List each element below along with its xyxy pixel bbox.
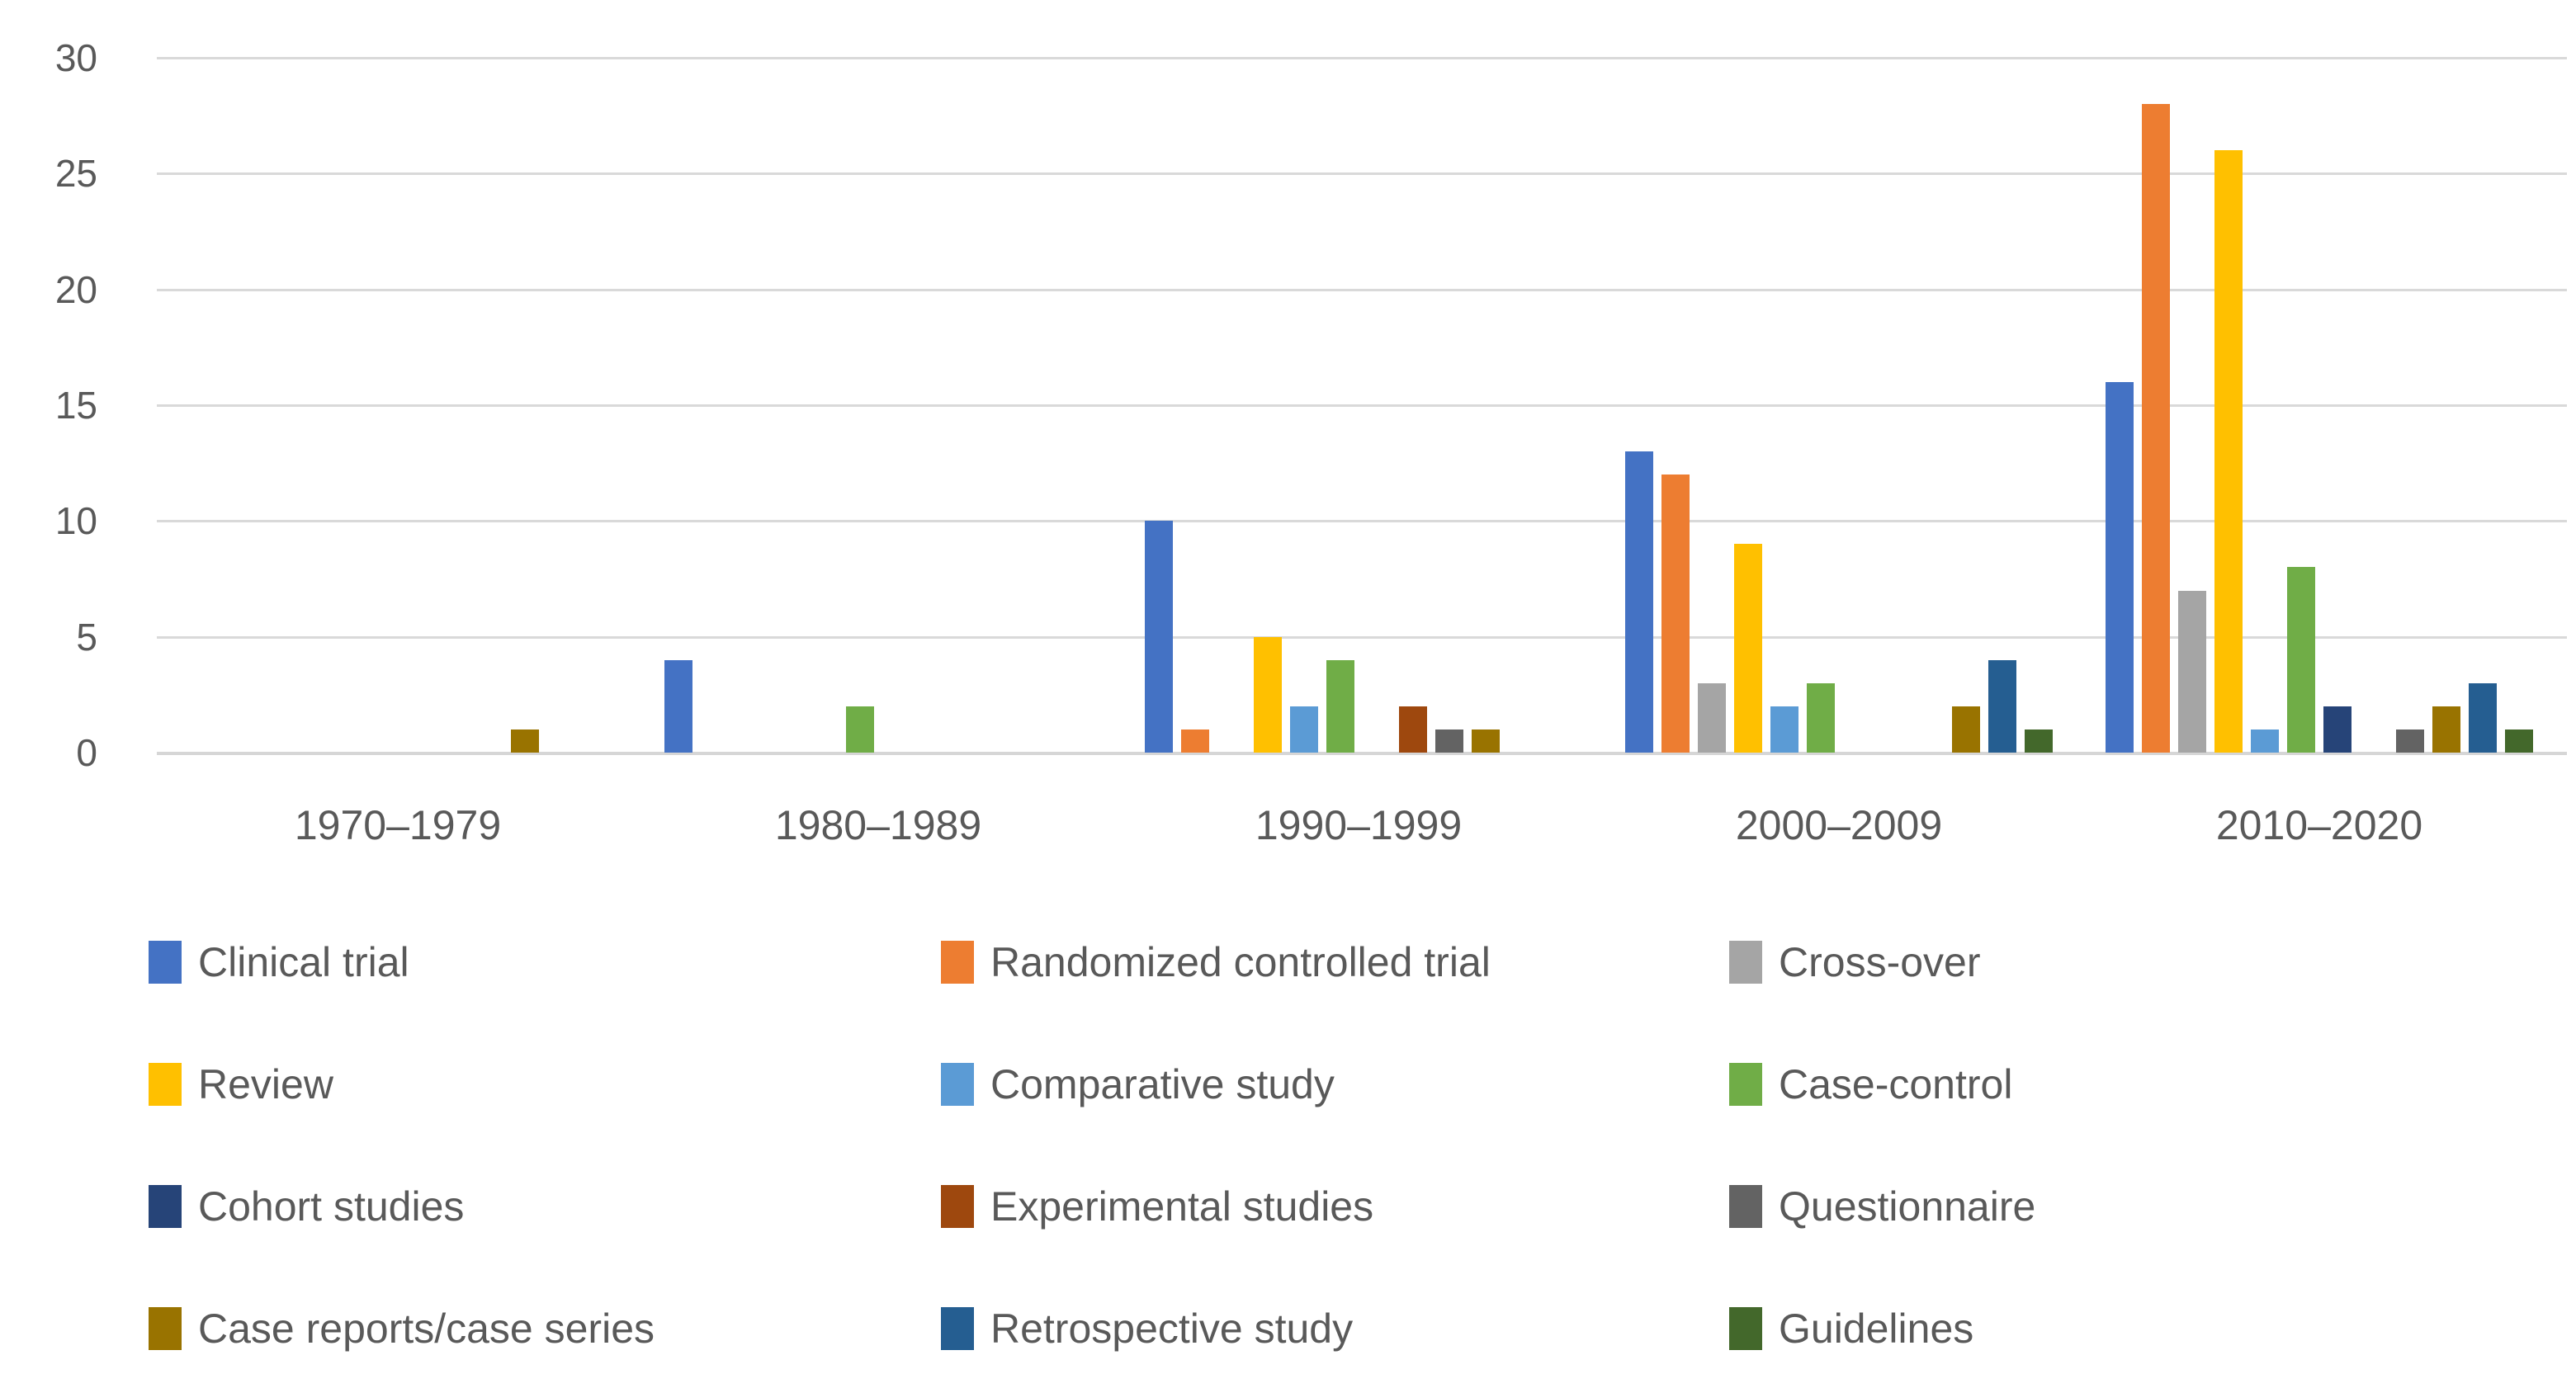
legend-swatch-review <box>149 1063 182 1106</box>
bar-case-control-1980-1989 <box>846 706 874 753</box>
legend-item-case-reports-case-series: Case reports/case series <box>149 1307 655 1350</box>
bar-comparative-study-2010-2020 <box>2251 729 2279 753</box>
legend-swatch-retrospective-study <box>941 1307 974 1350</box>
legend-item-cohort-studies: Cohort studies <box>149 1185 464 1228</box>
legend-swatch-case-reports-case-series <box>149 1307 182 1350</box>
legend-label: Cross-over <box>1779 939 1981 985</box>
legend-label: Clinical trial <box>198 939 409 985</box>
bar-cohort-studies-2010-2020 <box>2323 706 2351 753</box>
bar-randomized-controlled-trial-1990-1999 <box>1181 729 1209 753</box>
x-axis-tick-label: 1970–1979 <box>294 802 502 848</box>
legend-label: Case-control <box>1779 1061 2013 1107</box>
x-axis-line <box>157 752 2567 755</box>
bar-clinical-trial-2000-2009 <box>1625 451 1653 753</box>
y-axis-tick-label: 20 <box>54 267 97 311</box>
bar-case-reports-case-series-2010-2020 <box>2432 706 2460 753</box>
gridline <box>157 57 2567 59</box>
legend-swatch-case-control <box>1729 1063 1762 1106</box>
legend-label: Comparative study <box>990 1061 1335 1107</box>
bar-case-control-2010-2020 <box>2287 567 2315 753</box>
bar-review-2000-2009 <box>1734 544 1762 753</box>
x-axis-tick-label: 1990–1999 <box>1255 802 1463 848</box>
legend-swatch-cohort-studies <box>149 1185 182 1228</box>
legend-label: Randomized controlled trial <box>990 939 1491 985</box>
legend-item-comparative-study: Comparative study <box>941 1063 1335 1106</box>
bar-experimental-studies-1990-1999 <box>1399 706 1427 753</box>
legend-label: Review <box>198 1061 333 1107</box>
gridline <box>157 635 2567 639</box>
legend-item-retrospective-study: Retrospective study <box>941 1307 1353 1350</box>
x-axis-tick-label: 2000–2009 <box>1735 802 1943 848</box>
y-axis-tick-label: 0 <box>76 731 97 774</box>
legend-swatch-guidelines <box>1729 1307 1762 1350</box>
legend-swatch-comparative-study <box>941 1063 974 1106</box>
bar-retrospective-study-2000-2009 <box>1988 659 2016 753</box>
bar-case-reports-case-series-1970-1979 <box>511 729 539 753</box>
y-axis-tick-label: 15 <box>54 384 97 427</box>
legend-label: Case reports/case series <box>198 1306 655 1352</box>
legend-item-guidelines: Guidelines <box>1729 1307 1973 1350</box>
bar-guidelines-2000-2009 <box>2025 729 2053 753</box>
legend-swatch-questionnaire <box>1729 1185 1762 1228</box>
bar-randomized-controlled-trial-2000-2009 <box>1661 475 1690 753</box>
legend-item-review: Review <box>149 1063 333 1106</box>
bar-review-1990-1999 <box>1254 636 1282 753</box>
legend-label: Questionnaire <box>1779 1183 2036 1230</box>
bar-cross-over-2010-2020 <box>2178 590 2206 753</box>
gridline <box>157 520 2567 523</box>
gridline <box>157 172 2567 176</box>
bar-questionnaire-2010-2020 <box>2396 729 2424 753</box>
bar-review-2010-2020 <box>2214 150 2243 753</box>
legend-item-randomized-controlled-trial: Randomized controlled trial <box>941 941 1491 984</box>
bar-comparative-study-2000-2009 <box>1770 706 1798 753</box>
legend-item-clinical-trial: Clinical trial <box>149 941 409 984</box>
legend-label: Retrospective study <box>990 1306 1354 1352</box>
legend-item-questionnaire: Questionnaire <box>1729 1185 2035 1228</box>
legend-item-case-control: Case-control <box>1729 1063 2012 1106</box>
legend-label: Guidelines <box>1779 1306 1974 1352</box>
bar-cross-over-2000-2009 <box>1698 682 1726 753</box>
legend-label: Cohort studies <box>198 1183 465 1230</box>
legend-item-cross-over: Cross-over <box>1729 941 1980 984</box>
x-axis-tick-label: 2010–2020 <box>2215 802 2423 848</box>
legend-swatch-randomized-controlled-trial <box>941 941 974 984</box>
bar-case-reports-case-series-1990-1999 <box>1472 729 1500 753</box>
y-axis-tick-label: 30 <box>54 36 97 79</box>
y-axis-tick-label: 5 <box>76 615 97 659</box>
legend-item-experimental-studies: Experimental studies <box>941 1185 1373 1228</box>
bar-questionnaire-1990-1999 <box>1435 729 1463 753</box>
bar-case-reports-case-series-2000-2009 <box>1952 706 1980 753</box>
y-axis-tick-label: 10 <box>54 499 97 543</box>
bar-retrospective-study-2010-2020 <box>2469 682 2497 753</box>
x-axis-tick-label: 1980–1989 <box>774 802 982 848</box>
bar-comparative-study-1990-1999 <box>1290 706 1318 753</box>
legend-swatch-clinical-trial <box>149 941 182 984</box>
bar-clinical-trial-1980-1989 <box>664 659 692 753</box>
bar-randomized-controlled-trial-2010-2020 <box>2142 104 2170 753</box>
legend-swatch-cross-over <box>1729 941 1762 984</box>
y-axis-tick-label: 25 <box>54 152 97 196</box>
bar-clinical-trial-2010-2020 <box>2106 381 2134 753</box>
gridline <box>157 288 2567 291</box>
bar-case-control-1990-1999 <box>1326 659 1354 753</box>
gridline <box>157 404 2567 407</box>
bar-case-control-2000-2009 <box>1807 682 1835 753</box>
bar-guidelines-2010-2020 <box>2505 729 2533 753</box>
legend-label: Experimental studies <box>990 1183 1374 1230</box>
legend-swatch-experimental-studies <box>941 1185 974 1228</box>
bar-clinical-trial-1990-1999 <box>1145 521 1173 753</box>
